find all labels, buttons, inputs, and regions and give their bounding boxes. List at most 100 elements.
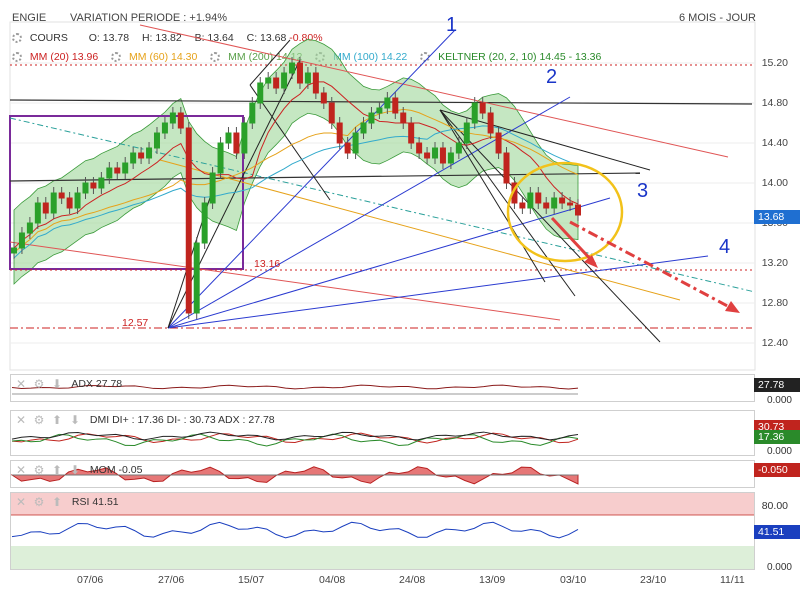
gear-icon[interactable] xyxy=(12,33,22,44)
close-icon[interactable]: ✕ xyxy=(15,495,27,510)
mom-title: MOM -0.05 xyxy=(89,464,143,476)
adx-line xyxy=(11,384,579,390)
adx-title: ADX 27.78 xyxy=(71,378,123,390)
arrow-up-icon[interactable]: ⬆ xyxy=(51,413,63,428)
arrow-down-icon[interactable]: ⬇ xyxy=(69,463,81,478)
candle-body xyxy=(289,62,296,74)
candle-body xyxy=(336,122,343,144)
gear-icon[interactable]: ⚙ xyxy=(33,377,45,392)
adx-panel: ✕ ⚙ ⬇ ADX 27.78 xyxy=(10,374,755,402)
candle-body xyxy=(479,102,486,114)
rsi-title: RSI 41.51 xyxy=(71,496,119,508)
candle-body xyxy=(503,152,510,184)
candle-body xyxy=(82,182,89,194)
resistance-line xyxy=(9,99,753,105)
candle-body xyxy=(487,112,494,134)
x-tick-label: 11/11 xyxy=(720,574,745,586)
candle-body xyxy=(26,222,33,234)
candle-body xyxy=(50,192,57,214)
mm100-label: MM (100) 14.22 xyxy=(333,51,408,63)
rsi-oversold-zone xyxy=(11,546,754,569)
ma60-line xyxy=(13,108,579,254)
candle-body xyxy=(114,167,121,174)
legend-row-1: COURS O: 13.78 H: 13.82 B: 13.64 C: 13.6… xyxy=(12,32,323,44)
candle-body xyxy=(257,82,264,104)
x-tick-label: 07/06 xyxy=(77,574,104,586)
close-icon[interactable]: ✕ xyxy=(15,413,27,428)
gear-icon[interactable] xyxy=(12,52,22,63)
mom-panel-header: ✕ ⚙ ⬆ ⬇ MOM -0.05 xyxy=(15,464,142,476)
close-icon[interactable]: ✕ xyxy=(15,463,27,478)
adx-value-badge: 27.78 xyxy=(754,378,800,392)
arrowhead xyxy=(725,301,740,313)
candle-body xyxy=(320,92,327,104)
candle-body xyxy=(471,102,478,124)
cours-label: COURS xyxy=(29,32,68,44)
dmi-plus-line xyxy=(11,433,579,447)
candle-body xyxy=(185,127,192,314)
gear-icon[interactable] xyxy=(210,52,221,63)
arrow-down-icon[interactable]: ⬇ xyxy=(51,377,63,392)
consolidation-box xyxy=(9,115,244,270)
x-tick-label: 23/10 xyxy=(640,574,667,586)
candle-body xyxy=(543,202,550,209)
candle-body xyxy=(122,162,129,174)
candle-body xyxy=(400,112,407,124)
candle-body xyxy=(281,72,288,89)
gear-icon[interactable]: ⚙ xyxy=(33,463,45,478)
candle-body xyxy=(146,147,153,159)
variation-label: VARIATION PERIODE : +1.94% xyxy=(70,12,228,24)
candle-body xyxy=(352,132,359,154)
candle-body xyxy=(535,192,542,204)
highlight-circle xyxy=(506,161,624,263)
annotation-2: 2 xyxy=(546,66,558,88)
candle-body xyxy=(416,142,423,154)
candle-body xyxy=(193,242,200,314)
arrow-down-icon[interactable]: ⬇ xyxy=(69,413,81,428)
close-icon[interactable]: ✕ xyxy=(15,377,27,392)
fan-line-blue xyxy=(167,255,709,329)
mm60-label: MM (60) 14.30 xyxy=(129,51,198,63)
rsi-panel-header: ✕ ⚙ ⬆ RSI 41.51 xyxy=(15,496,119,508)
arrow-up-icon[interactable]: ⬆ xyxy=(51,495,63,510)
trend-line-orange xyxy=(159,159,681,301)
candle-body xyxy=(432,147,439,159)
candle-body xyxy=(376,107,383,114)
rsi-value-badge: 41.51 xyxy=(754,525,800,539)
candle-body xyxy=(98,177,105,189)
gear-icon[interactable]: ⚙ xyxy=(33,495,45,510)
candle-body xyxy=(495,132,502,154)
candle-body xyxy=(18,232,25,249)
candle-body xyxy=(209,172,216,204)
gear-icon[interactable]: ⚙ xyxy=(33,413,45,428)
gear-icon[interactable] xyxy=(111,52,122,63)
fan-line-black xyxy=(439,109,661,343)
y-tick-label: 12.40 xyxy=(761,337,788,349)
candle-body xyxy=(153,132,160,149)
mom-value-badge: -0.050 xyxy=(754,463,800,477)
x-tick-label: 27/06 xyxy=(158,574,185,586)
legend-row-2: MM (20) 13.96 MM (60) 14.30 MM (200) 14.… xyxy=(12,51,611,63)
candle-body xyxy=(384,97,391,109)
arrow-up-icon[interactable]: ⬆ xyxy=(51,463,63,478)
keltner-band xyxy=(13,38,579,285)
dmi-minus-line xyxy=(11,432,579,444)
y-tick-label: 14.00 xyxy=(761,177,788,189)
y-tick-label: 12.80 xyxy=(761,297,788,309)
period-label[interactable]: 6 MOIS - JOUR xyxy=(678,12,756,24)
close-value: C: 13.68 xyxy=(246,32,287,44)
candle-body xyxy=(312,72,319,94)
candle-body xyxy=(567,202,574,206)
candle-body xyxy=(90,182,97,189)
candle-body xyxy=(439,147,446,164)
candle-body xyxy=(225,132,232,144)
high-value: H: 13.82 xyxy=(141,32,182,44)
candle-body xyxy=(241,122,248,154)
candle-body xyxy=(519,202,526,209)
annotation-1: 1 xyxy=(446,14,458,36)
trend-line-red-low xyxy=(9,241,561,321)
fan-line-black xyxy=(439,109,576,297)
candle-body xyxy=(130,152,137,164)
candle-body xyxy=(575,204,581,216)
